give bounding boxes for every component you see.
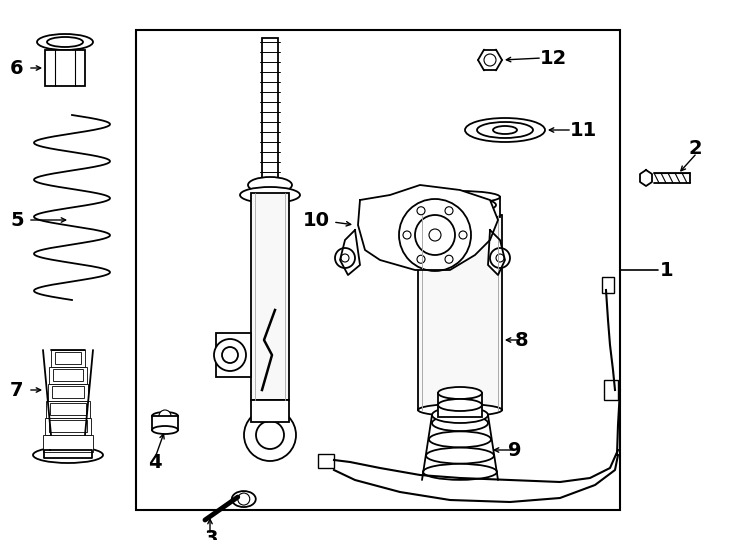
Text: 11: 11 [570, 120, 597, 139]
Text: 12: 12 [540, 49, 567, 68]
Bar [55, 352, 81, 364]
Bar [54, 369, 83, 381]
Circle shape [445, 255, 453, 263]
Bar [52, 386, 84, 398]
Text: 6: 6 [10, 58, 23, 78]
Bar [251, 400, 289, 422]
Ellipse shape [426, 448, 494, 464]
Circle shape [415, 215, 455, 255]
Polygon shape [340, 230, 360, 275]
Text: 8: 8 [515, 330, 528, 349]
Ellipse shape [244, 409, 296, 461]
Ellipse shape [438, 387, 482, 399]
Circle shape [459, 231, 467, 239]
Ellipse shape [465, 118, 545, 142]
Bar [48, 420, 87, 432]
Circle shape [399, 199, 471, 271]
Circle shape [222, 347, 238, 363]
Bar [51, 350, 85, 367]
Text: 9: 9 [508, 441, 521, 460]
Circle shape [457, 202, 463, 208]
Text: 4: 4 [148, 453, 161, 471]
Ellipse shape [432, 407, 488, 423]
Bar [49, 367, 87, 384]
Circle shape [214, 339, 246, 371]
Text: 7: 7 [10, 381, 23, 400]
Circle shape [417, 255, 425, 263]
Text: 1: 1 [660, 260, 674, 280]
Ellipse shape [37, 34, 93, 50]
Ellipse shape [152, 412, 178, 420]
Ellipse shape [438, 399, 482, 411]
Circle shape [238, 493, 250, 505]
Ellipse shape [47, 37, 83, 47]
Bar [262, 38, 278, 185]
Bar [43, 435, 93, 452]
Circle shape [335, 248, 355, 268]
Circle shape [496, 254, 504, 262]
Circle shape [443, 202, 449, 208]
Ellipse shape [420, 191, 500, 203]
Bar [50, 403, 86, 415]
Circle shape [464, 202, 470, 208]
Text: 5: 5 [10, 211, 23, 229]
Bar [251, 193, 289, 400]
Text: 10: 10 [303, 211, 330, 229]
Bar [48, 384, 88, 401]
Ellipse shape [493, 126, 517, 134]
Ellipse shape [429, 431, 491, 447]
Bar [418, 215, 502, 410]
Ellipse shape [232, 491, 255, 507]
Text: 3: 3 [205, 529, 219, 540]
Ellipse shape [256, 421, 284, 449]
Circle shape [490, 248, 510, 268]
Ellipse shape [477, 122, 533, 138]
Bar [46, 401, 90, 418]
Bar [45, 418, 92, 435]
Circle shape [429, 229, 441, 241]
Ellipse shape [424, 197, 496, 213]
Bar [136, 30, 620, 510]
Ellipse shape [152, 426, 178, 434]
Ellipse shape [432, 415, 488, 431]
Ellipse shape [423, 464, 497, 480]
Circle shape [403, 231, 411, 239]
Ellipse shape [418, 404, 502, 416]
Circle shape [450, 202, 456, 208]
Circle shape [484, 54, 496, 66]
Polygon shape [640, 170, 652, 186]
Ellipse shape [248, 177, 292, 193]
Polygon shape [44, 450, 92, 458]
Circle shape [417, 207, 425, 215]
Ellipse shape [240, 187, 300, 203]
Bar [318, 454, 334, 468]
Text: 2: 2 [689, 138, 702, 158]
Bar [438, 393, 482, 417]
Ellipse shape [33, 447, 103, 463]
Circle shape [159, 410, 171, 422]
Bar [420, 197, 500, 217]
Circle shape [341, 254, 349, 262]
Polygon shape [358, 185, 498, 270]
Circle shape [471, 202, 477, 208]
Polygon shape [488, 230, 505, 275]
Bar [602, 277, 614, 293]
Circle shape [445, 207, 453, 215]
Bar [45, 50, 85, 86]
Bar [604, 380, 618, 400]
Bar [216, 333, 251, 377]
Bar [152, 416, 178, 430]
